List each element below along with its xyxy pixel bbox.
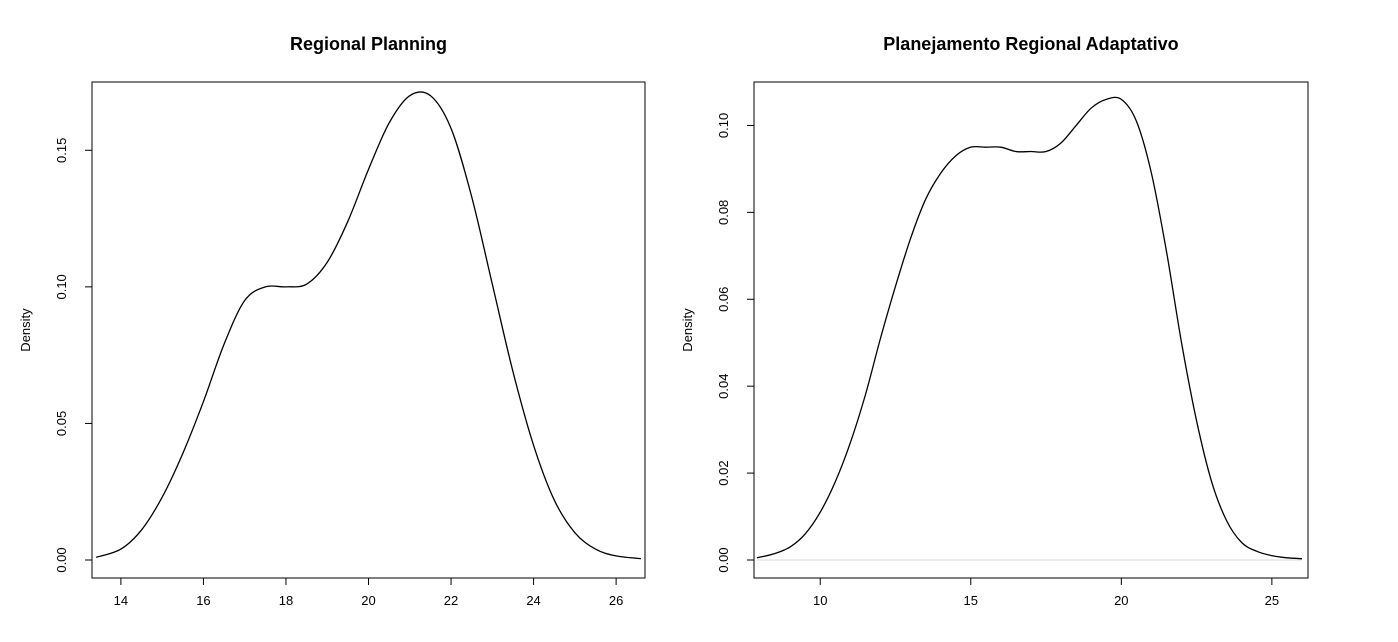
x-tick-label: 20	[1114, 593, 1128, 608]
x-tick-label: 10	[813, 593, 827, 608]
y-tick-label: 0.02	[716, 460, 731, 485]
density-panel-regional-planning: Regional Planning Density 14 16 18 20 22 24 26…	[18, 34, 646, 608]
y-axis: 0.00 0.05 0.10 0.15	[54, 138, 93, 573]
x-tick-label: 15	[964, 593, 978, 608]
y-axis-label: Density	[18, 308, 33, 352]
series-group	[95, 91, 641, 560]
y-tick-label: 0.15	[54, 138, 69, 163]
y-tick-label: 0.05	[54, 411, 69, 436]
x-tick-label: 16	[196, 593, 210, 608]
x-tick-label: 25	[1265, 593, 1279, 608]
x-tick-label: 18	[279, 593, 293, 608]
y-axis: 0.00 0.02 0.04 0.06 0.08 0.10	[716, 113, 755, 573]
density-line	[95, 91, 641, 560]
density-panel-planejamento-regional-adaptativo: Planejamento Regional Adaptativo Density…	[680, 34, 1309, 608]
y-tick-label: 0.10	[716, 113, 731, 138]
x-tick-label: 22	[444, 593, 458, 608]
y-tick-label: 0.06	[716, 287, 731, 312]
chart-title: Planejamento Regional Adaptativo	[883, 34, 1178, 54]
y-tick-label: 0.08	[716, 200, 731, 225]
x-tick-label: 20	[361, 593, 375, 608]
density-line	[756, 96, 1303, 560]
x-axis: 10 15 20 25	[813, 577, 1279, 608]
y-tick-label: 0.00	[716, 547, 731, 572]
y-tick-label: 0.10	[54, 274, 69, 299]
chart-title: Regional Planning	[290, 34, 447, 54]
x-tick-label: 26	[609, 593, 623, 608]
y-tick-label: 0.04	[716, 374, 731, 399]
plot-frame	[753, 81, 1309, 579]
y-axis-label: Density	[680, 308, 695, 352]
x-axis: 14 16 18 20 22 24 26	[114, 577, 623, 608]
plot-frame	[91, 81, 646, 579]
series-group	[756, 96, 1303, 561]
x-tick-label: 24	[526, 593, 540, 608]
y-tick-label: 0.00	[54, 547, 69, 572]
x-tick-label: 14	[114, 593, 128, 608]
